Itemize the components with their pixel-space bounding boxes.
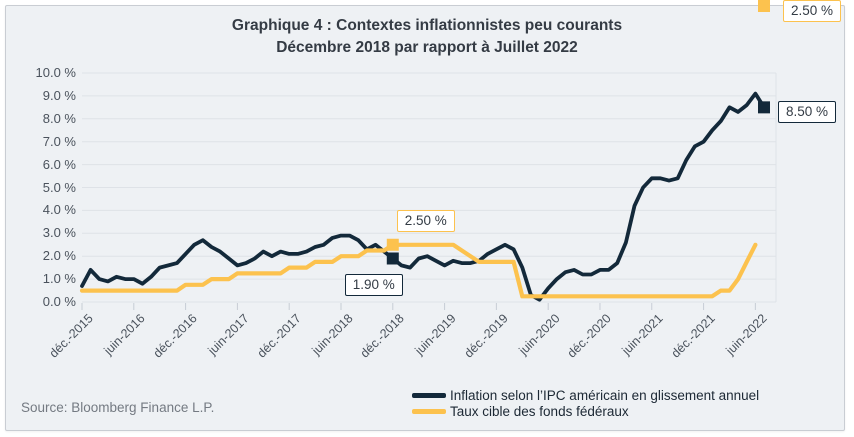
data-marker: [386, 252, 399, 265]
y-axis-label: 3.0 %: [42, 225, 76, 241]
data-marker: [386, 238, 399, 251]
legend-item: Taux cible des fonds fédéraux: [412, 404, 759, 419]
data-marker: [758, 0, 770, 12]
legend-item: Inflation selon l’IPC américain en gliss…: [412, 388, 759, 403]
y-axis-label: 6.0 %: [42, 156, 76, 172]
y-axis-label: 10.0 %: [35, 65, 76, 80]
annotation-label: 8.50 %: [778, 101, 837, 124]
legend-label: Taux cible des fonds fédéraux: [450, 404, 629, 419]
source-text: Source: Bloomberg Finance L.P.: [21, 400, 215, 415]
y-axis-label: 7.0 %: [42, 133, 76, 149]
series-line-fed-funds: [79, 242, 758, 299]
chart-title-line1: Graphique 4 : Contextes inflationnistes …: [0, 15, 854, 37]
chart-subtitle: Décembre 2018 par rapport à Juillet 2022: [276, 39, 578, 56]
series-line-cpi: [80, 91, 766, 302]
y-axis-label: 9.0 %: [42, 87, 76, 103]
legend-label: Inflation selon l’IPC américain en gliss…: [450, 388, 760, 403]
y-axis-label: 0.0 %: [42, 294, 76, 309]
chart-title: Graphique 4 : Contextes inflationnistes …: [0, 15, 854, 59]
y-axis-label: 2.0 %: [42, 248, 76, 264]
y-axis-label: 8.0 %: [42, 110, 76, 126]
legend-swatch-fed-funds: [412, 409, 446, 414]
legend: Inflation selon l’IPC américain en gliss…: [412, 388, 759, 419]
annotation-label: 2.50 %: [396, 209, 455, 232]
y-axis-label: 5.0 %: [42, 179, 76, 195]
data-marker: [758, 101, 770, 114]
legend-swatch-cpi: [412, 393, 446, 398]
title-prefix: Graphique 4 :: [231, 17, 332, 34]
title-text: Contextes inflationnistes peu courants: [331, 17, 623, 34]
annotation-label: 1.90 %: [344, 274, 403, 297]
annotation-label: 2.50 %: [783, 0, 842, 22]
y-axis-label: 1.0 %: [42, 271, 76, 287]
y-axis-label: 4.0 %: [42, 202, 76, 218]
